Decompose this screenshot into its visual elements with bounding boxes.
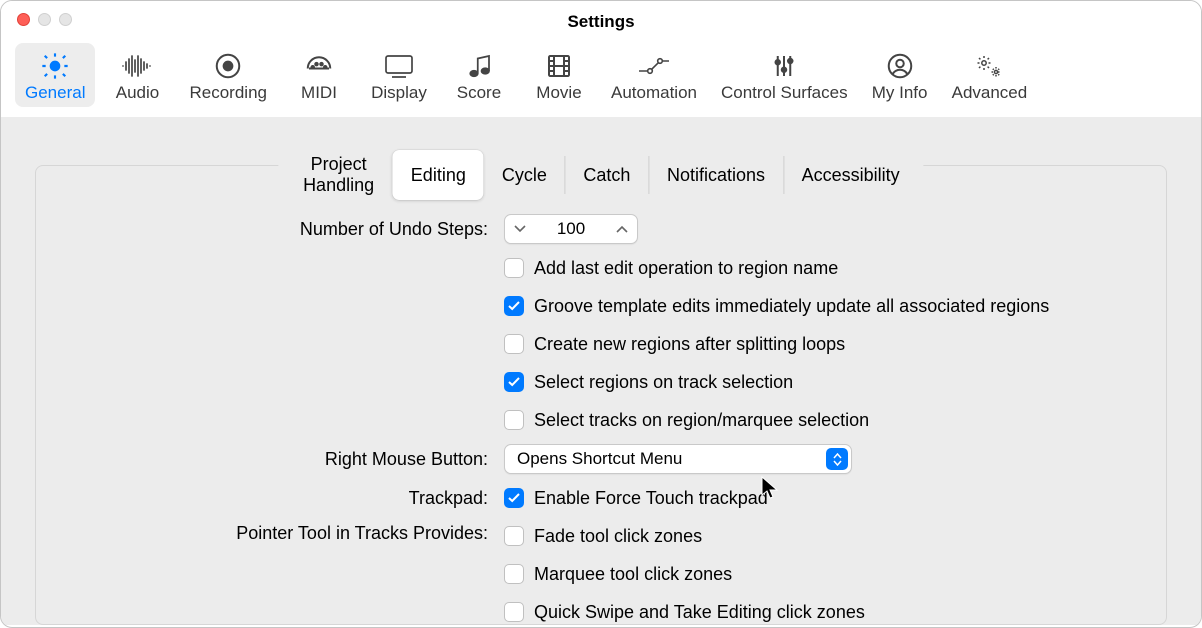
toolbar-score[interactable]: Score [441,43,517,107]
tab-notifications[interactable]: Notifications [649,150,783,200]
toolbar-display[interactable]: Display [361,43,437,107]
checkbox-quick-swipe[interactable] [504,602,524,622]
chevron-up-icon [616,225,628,233]
pointer-tool-stack: Fade tool click zones Marquee tool click… [504,522,1142,626]
toolbar-label: Audio [116,83,159,103]
checkbox-select-regions[interactable] [504,372,524,392]
checkbox-create-new-regions[interactable] [504,334,524,354]
undo-steps-label: Number of Undo Steps: [60,219,488,240]
automation-icon [636,49,672,83]
checkbox-fade-tool[interactable] [504,526,524,546]
window-title: Settings [567,6,634,32]
toolbar-label: Movie [536,83,581,103]
undo-steps-stepper[interactable]: 100 [504,214,638,244]
checkbox-marquee-tool[interactable] [504,564,524,584]
content-area: Project Handling Editing Cycle Catch Not… [1,117,1201,625]
undo-options-stack: Add last edit operation to region name G… [504,254,1142,434]
checkbox-add-last-edit[interactable] [504,258,524,278]
toolbar-advanced[interactable]: Advanced [942,43,1038,107]
tab-catch[interactable]: Catch [565,150,648,200]
stepper-increment[interactable] [607,215,637,243]
toolbar-midi[interactable]: MIDI [281,43,357,107]
toolbar-general[interactable]: General [15,43,95,107]
create-new-regions-row[interactable]: Create new regions after splitting loops [504,330,1142,358]
checkbox-label: Fade tool click zones [534,526,702,547]
popup-arrows-icon [826,448,848,470]
checkbox-label: Marquee tool click zones [534,564,732,585]
score-icon [464,49,494,83]
right-mouse-row: Opens Shortcut Menu [504,444,1142,474]
gear-icon [39,49,71,83]
toolbar-label: My Info [872,83,928,103]
toolbar-recording[interactable]: Recording [179,43,277,107]
quick-swipe-row[interactable]: Quick Swipe and Take Editing click zones [504,598,1142,626]
film-icon [544,49,574,83]
checkbox-select-tracks[interactable] [504,410,524,430]
marquee-tool-row[interactable]: Marquee tool click zones [504,560,1142,588]
editing-panel: Project Handling Editing Cycle Catch Not… [35,165,1167,625]
chevron-down-icon [514,225,526,233]
undo-steps-row: 100 [504,214,1142,244]
minimize-window-button[interactable] [38,13,51,26]
toolbar-label: Display [371,83,427,103]
checkbox-label: Add last edit operation to region name [534,258,838,279]
toolbar-label: Score [457,83,501,103]
zoom-window-button[interactable] [59,13,72,26]
midi-icon [304,49,334,83]
trackpad-label: Trackpad: [60,488,488,509]
titlebar: Settings [1,1,1201,37]
popup-value: Opens Shortcut Menu [517,449,682,469]
toolbar-label: Advanced [952,83,1028,103]
toolbar-my-info[interactable]: My Info [862,43,938,107]
undo-steps-value[interactable]: 100 [535,219,607,239]
select-regions-row[interactable]: Select regions on track selection [504,368,1142,396]
toolbar-movie[interactable]: Movie [521,43,597,107]
checkbox-label: Quick Swipe and Take Editing click zones [534,602,865,623]
tab-cycle[interactable]: Cycle [484,150,565,200]
tab-project-handling[interactable]: Project Handling [284,150,392,200]
trackpad-row[interactable]: Enable Force Touch trackpad [504,484,1142,512]
tab-accessibility[interactable]: Accessibility [784,150,918,200]
groove-template-row[interactable]: Groove template edits immediately update… [504,292,1142,320]
tab-editing[interactable]: Editing [393,150,484,200]
checkbox-label: Groove template edits immediately update… [534,296,1049,317]
pointer-tool-label: Pointer Tool in Tracks Provides: [60,522,488,544]
segmented-tabs: Project Handling Editing Cycle Catch Not… [278,150,923,200]
waveform-icon [120,49,154,83]
toolbar: General Audio Recording MIDI Display [1,37,1201,117]
toolbar-label: Automation [611,83,697,103]
stepper-decrement[interactable] [505,215,535,243]
close-window-button[interactable] [17,13,30,26]
record-icon [213,49,243,83]
checkbox-groove-template[interactable] [504,296,524,316]
fade-tool-row[interactable]: Fade tool click zones [504,522,1142,550]
toolbar-label: Recording [189,83,267,103]
toolbar-automation[interactable]: Automation [601,43,707,107]
settings-form: Number of Undo Steps: 100 [36,204,1166,628]
toolbar-label: Control Surfaces [721,83,848,103]
checkbox-label: Select tracks on region/marquee selectio… [534,410,869,431]
person-icon [885,49,915,83]
toolbar-audio[interactable]: Audio [99,43,175,107]
toolbar-control-surfaces[interactable]: Control Surfaces [711,43,858,107]
checkbox-label: Enable Force Touch trackpad [534,488,768,509]
checkbox-label: Select regions on track selection [534,372,793,393]
checkbox-force-touch[interactable] [504,488,524,508]
sliders-icon [769,49,799,83]
display-icon [382,49,416,83]
gears-icon [972,49,1006,83]
traffic-lights [17,13,72,26]
right-mouse-label: Right Mouse Button: [60,449,488,470]
toolbar-label: MIDI [301,83,337,103]
add-last-edit-row[interactable]: Add last edit operation to region name [504,254,1142,282]
select-tracks-row[interactable]: Select tracks on region/marquee selectio… [504,406,1142,434]
right-mouse-popup[interactable]: Opens Shortcut Menu [504,444,852,474]
checkbox-label: Create new regions after splitting loops [534,334,845,355]
toolbar-label: General [25,83,85,103]
settings-window: Settings General Audio Recording MIDI [0,0,1202,628]
